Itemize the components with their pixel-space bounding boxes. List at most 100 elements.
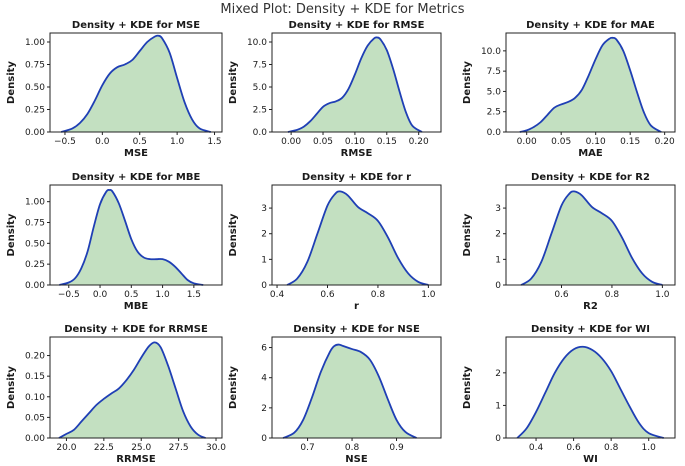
x-tick-label: 0.15 [620,137,640,147]
y-tick-label: 6 [261,344,267,354]
y-tick-label: 0 [495,434,501,444]
x-tick-label: 0.9 [389,443,404,453]
x-tick-label: 0.5 [124,290,138,300]
density-fill [61,35,211,133]
x-tick-label: 0.0 [93,290,108,300]
x-tick-label: 1.5 [187,290,201,300]
kde-line [282,343,417,439]
density-fill [519,37,662,133]
y-tick-label: 0.00 [25,281,45,291]
x-tick-label: 1.0 [421,290,436,300]
y-tick-label: 7.5 [487,67,501,77]
chart-title: Density + KDE for r [302,172,411,183]
x-tick-label: 30.0 [206,443,226,453]
y-tick-label: 3 [261,204,267,214]
x-axis-label: r [354,301,359,312]
density-fill [283,344,417,438]
y-tick-label: 0.75 [25,61,45,71]
y-tick-label: 5.0 [487,87,502,97]
chart-panel-1: 0.00 0.05 0.10 0.15 0.20 0.0 2.5 5.0 7.5 10.0 Dens… [228,20,442,159]
y-tick-label: 0 [261,434,267,444]
y-tick-label: 0.50 [25,239,45,249]
y-tick-label: 3 [495,204,501,214]
x-tick-label: 0.6 [320,290,335,300]
x-axis-label: MSE [124,148,148,159]
y-tick-label: 2 [495,230,501,240]
y-tick-label: 10.0 [247,38,267,48]
y-tick-label: 2.5 [487,108,501,118]
y-tick-label: 0.05 [25,413,45,423]
y-tick-label: 1 [495,401,501,411]
y-tick-label: 4 [261,374,267,384]
x-tick-label: 0.10 [586,137,606,147]
y-tick-label: 1 [495,255,501,265]
y-axis-label: Density [228,213,239,256]
x-axis-label: MBE [124,301,149,312]
y-axis-label: Density [228,366,239,409]
axes-frame [271,184,442,286]
axes-frame [49,336,223,439]
chart-title: Density + KDE for NSE [293,324,420,335]
y-tick-label: 0.00 [25,434,45,444]
x-tick-label: 1.0 [655,290,670,300]
x-tick-label: 25.0 [131,443,151,453]
y-tick-label: 0.0 [487,128,502,138]
axes-frame [505,336,676,439]
axes-frame [271,336,442,439]
x-axis-label: RRMSE [116,454,156,465]
x-axis-label: WI [583,454,598,465]
x-tick-label: 1.0 [170,137,185,147]
x-tick-label: 0.8 [345,443,360,453]
x-tick-label: 0.4 [529,443,544,453]
y-tick-label: 0.0 [253,128,268,138]
kde-line [58,341,206,439]
y-tick-label: 0.00 [25,128,45,138]
y-tick-label: 7.5 [253,61,267,71]
y-tick-label: 0.75 [25,219,45,229]
kde-line [287,36,423,133]
x-tick-label: 0.00 [517,137,537,147]
density-fill [287,37,422,133]
x-tick-label: 0.8 [605,290,620,300]
x-axis-label: MAE [578,148,603,159]
density-fill [287,191,429,285]
y-axis-label: Density [462,213,473,256]
y-tick-label: 0.15 [25,372,45,382]
density-fill [517,346,664,438]
y-tick-label: 2 [261,230,267,240]
chart-panel-0: −0.5 0.0 0.5 1.0 1.5 0.00 0.25 0.50 0.75 1.00 Dens… [6,20,223,159]
axes-frame [505,184,676,286]
x-tick-label: 0.00 [281,137,301,147]
y-tick-label: 1 [261,255,267,265]
y-axis-label: Density [462,61,473,104]
axes-frame [49,184,223,286]
chart-panel-7: 0.7 0.8 0.9 0 2 4 6 Density + KDE for NSE NSE Den… [228,324,442,465]
kde-line [519,36,662,133]
x-tick-label: 22.5 [94,443,114,453]
kde-line [516,345,665,439]
chart-title: Density + KDE for MSE [72,20,200,31]
y-tick-label: 0.10 [25,393,45,403]
x-tick-label: −0.5 [58,290,80,300]
y-axis-label: Density [6,213,17,256]
x-tick-label: 0.0 [95,137,110,147]
x-axis-label: R2 [583,301,598,312]
chart-panel-8: 0.4 0.6 0.8 1.0 0 1 2 Density + KDE for WI WI Den… [462,324,676,465]
x-tick-label: 0.20 [409,137,429,147]
panels: −0.5 0.0 0.5 1.0 1.50.000.250.500.751.00Dens… [6,20,676,465]
chart-panel-5: 0.6 0.8 1.0 0 1 2 3 Density + KDE for R2 R2 Densi… [462,172,676,312]
x-tick-label: 0.8 [604,443,619,453]
y-tick-label: 1.00 [25,38,45,48]
x-tick-label: 1.5 [207,137,221,147]
figure-title: Mixed Plot: Density + KDE for Metrics [220,2,464,17]
x-tick-label: 0.4 [270,290,285,300]
chart-title: Density + KDE for R2 [531,172,650,183]
kde-line [520,190,663,286]
chart-title: Density + KDE for RRMSE [64,324,208,335]
y-tick-label: 5.0 [253,83,268,93]
x-axis-label: RMSE [341,148,373,159]
y-tick-label: 0.25 [25,106,45,116]
x-tick-label: 0.7 [300,443,314,453]
axes-frame [271,32,442,133]
y-tick-label: 0.50 [25,83,45,93]
